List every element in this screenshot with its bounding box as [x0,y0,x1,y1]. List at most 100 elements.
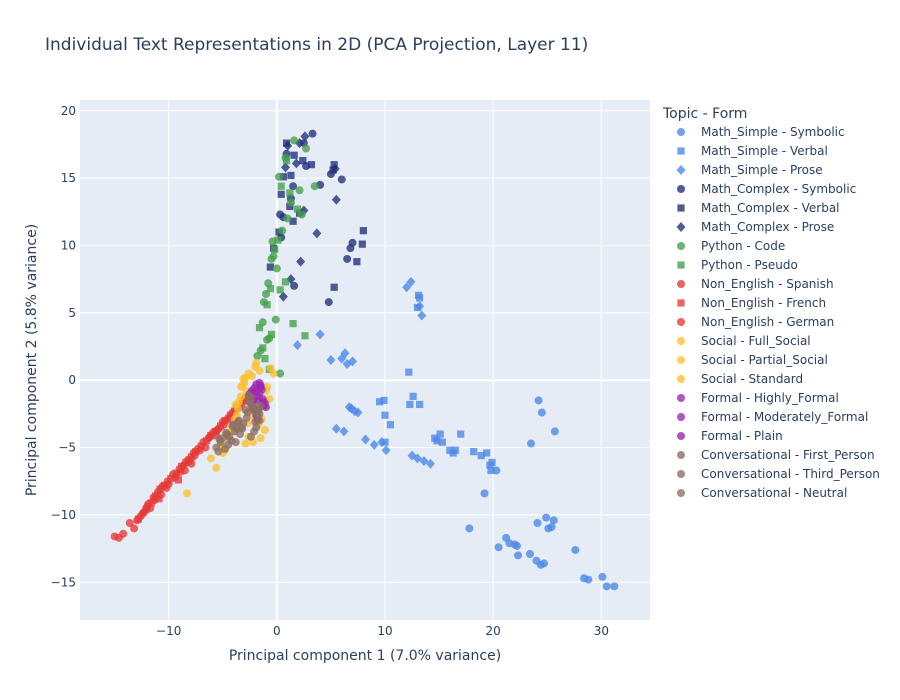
data-point [276,210,285,219]
legend-item[interactable]: Python - Pseudo [677,258,798,272]
data-point [289,320,297,328]
legend-marker [676,165,686,175]
data-point [252,380,261,389]
data-point [133,516,142,525]
data-point [259,344,267,352]
data-point [343,254,352,263]
y-tick-label: 5 [68,306,76,320]
data-point [571,545,580,554]
data-point [282,157,291,165]
data-point [237,382,246,391]
legend-label: Python - Pseudo [701,258,798,272]
series-10 [119,404,242,538]
legend-item[interactable]: Math_Simple - Symbolic [677,125,845,139]
y-tick-label: −15 [51,575,76,589]
legend-item[interactable]: Math_Complex - Symbolic [677,182,856,196]
data-point [340,348,350,359]
legend-item[interactable]: Non_English - French [677,296,826,310]
data-point [241,405,250,414]
data-point [197,442,205,450]
data-point [157,490,166,499]
legend-item[interactable]: Conversational - Third_Person [677,467,880,481]
data-point [598,572,607,581]
legend-item[interactable]: Math_Complex - Verbal [677,201,840,215]
legend-item[interactable]: Math_Simple - Verbal [677,144,828,158]
data-point [416,400,424,409]
legend-item[interactable]: Social - Full_Social [677,334,811,348]
data-point [241,439,250,448]
data-point [381,411,389,419]
data-point [277,190,285,198]
data-point [286,202,294,211]
data-point [156,485,164,493]
data-point [470,448,478,456]
data-point [331,194,341,205]
data-point [359,227,367,235]
legend-marker [677,413,685,421]
data-point [542,513,551,522]
data-point [213,426,222,435]
data-point [376,398,384,406]
data-point [266,263,274,271]
legend-label: Math_Complex - Symbolic [701,182,856,196]
data-point [275,172,284,181]
data-point [190,451,199,460]
legend-marker [677,204,685,212]
data-point [247,372,256,381]
data-point [416,294,424,302]
legend-label: Conversational - First_Person [701,448,875,462]
data-point [480,489,489,498]
data-point [283,140,293,151]
legend-item[interactable]: Non_English - German [677,315,834,329]
data-point [550,427,559,436]
legend[interactable]: Math_Simple - Symbolic Math_Simple - Verb… [676,125,880,500]
data-points [110,129,619,591]
legend-item[interactable]: Math_Complex - Prose [676,220,835,234]
legend-marker [677,318,685,326]
legend-marker [677,128,685,136]
data-point [241,373,250,382]
data-point [527,439,536,448]
legend-item[interactable]: Math_Simple - Prose [676,163,823,177]
legend-item[interactable]: Formal - Plain [677,429,783,443]
data-point [358,240,366,248]
legend-item[interactable]: Social - Partial_Social [677,353,828,367]
data-point [380,396,388,405]
chart-title: Individual Text Representations in 2D (P… [45,35,588,55]
data-point [540,559,549,568]
legend-item[interactable]: Conversational - First_Person [677,448,875,462]
data-point [171,473,180,482]
data-point [261,355,269,363]
data-point [219,420,228,429]
legend-item[interactable]: Python - Code [677,239,785,253]
data-point [192,448,200,456]
y-tick-label: 0 [68,373,76,387]
legend-item[interactable]: Non_English - Spanish [677,277,834,291]
legend-item[interactable]: Conversational - Neutral [677,486,847,500]
legend-label: Python - Code [701,239,785,253]
data-point [402,282,412,293]
legend-item[interactable]: Formal - Moderately_Formal [677,410,868,424]
data-point [271,315,280,324]
data-point [330,283,338,291]
data-point [278,226,287,235]
data-point [289,217,297,225]
data-point [266,364,275,373]
legend-marker [677,470,685,478]
legend-item[interactable]: Social - Standard [677,372,803,386]
y-axis-title: Principal component 2 (5.8% variance) [24,224,40,496]
legend-label: Non_English - French [701,296,826,310]
data-point [150,496,159,505]
data-point [326,355,336,365]
legend-marker [677,261,685,269]
legend-item[interactable]: Formal - Highly_Formal [677,391,839,405]
data-point [544,524,553,533]
data-point [147,499,155,507]
data-point [348,356,358,367]
legend-marker [677,185,685,193]
data-point [361,434,371,445]
data-point [451,446,459,454]
data-point [255,324,264,332]
data-point [256,434,265,443]
data-point [488,458,496,466]
